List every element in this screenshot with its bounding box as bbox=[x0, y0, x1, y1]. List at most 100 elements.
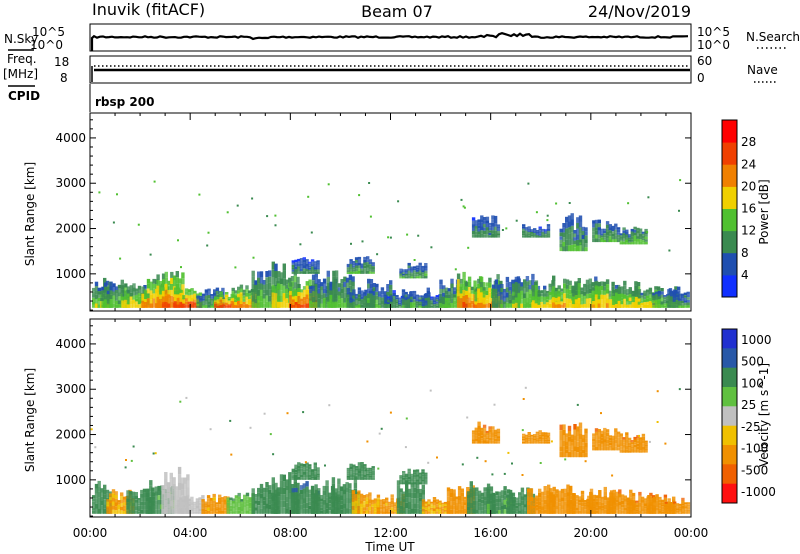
heatmap-cell bbox=[262, 492, 266, 497]
heatmap-cell bbox=[418, 299, 422, 302]
heatmap-cell bbox=[268, 282, 272, 290]
heatmap-cell bbox=[348, 280, 353, 286]
heatmap-cell bbox=[121, 304, 125, 308]
heatmap-cell bbox=[547, 509, 551, 514]
heatmap-cell bbox=[546, 224, 551, 227]
heatmap-cell bbox=[629, 506, 634, 510]
heatmap-cell bbox=[612, 493, 616, 498]
heatmap-cell bbox=[120, 503, 124, 507]
heatmap-cell bbox=[522, 228, 526, 231]
heatmap-cell bbox=[643, 296, 647, 300]
heatmap-cell bbox=[299, 466, 304, 469]
heatmap-cell bbox=[279, 487, 284, 495]
scatter-cell bbox=[307, 195, 310, 198]
heatmap-cell bbox=[141, 290, 145, 294]
heatmap-cell bbox=[126, 297, 131, 301]
heatmap-cell bbox=[415, 476, 420, 480]
heatmap-cell bbox=[121, 289, 125, 293]
heatmap-cell bbox=[655, 494, 659, 498]
heatmap-cell bbox=[485, 282, 489, 287]
heatmap-cell bbox=[562, 237, 566, 242]
heatmap-cell bbox=[479, 276, 484, 282]
heatmap-cell bbox=[515, 502, 519, 506]
heatmap-cell bbox=[634, 296, 639, 301]
heatmap-cell bbox=[439, 284, 443, 289]
heatmap-cell bbox=[404, 272, 409, 274]
heatmap-cell bbox=[592, 220, 596, 224]
heatmap-cell bbox=[546, 233, 551, 236]
heatmap-cell bbox=[622, 437, 626, 440]
heatmap-cell bbox=[614, 443, 618, 447]
heatmap-cell bbox=[285, 485, 289, 491]
heatmap-cell bbox=[300, 295, 304, 299]
heatmap-cell bbox=[207, 291, 211, 295]
heatmap-cell bbox=[439, 303, 443, 308]
heatmap-cell bbox=[424, 509, 428, 512]
heatmap-cell bbox=[166, 498, 171, 504]
heatmap-cell bbox=[396, 508, 401, 514]
heatmap-cell bbox=[349, 271, 353, 274]
heatmap-cell bbox=[390, 494, 394, 498]
heatmap-cell bbox=[92, 510, 96, 514]
heatmap-cell bbox=[594, 276, 598, 282]
heatmap-cell bbox=[308, 493, 312, 498]
heatmap-cell bbox=[479, 287, 484, 293]
heatmap-cell bbox=[670, 293, 674, 297]
heatmap-cell bbox=[658, 511, 662, 514]
heatmap-cell bbox=[105, 489, 110, 494]
heatmap-cell bbox=[149, 290, 153, 295]
heatmap-cell bbox=[612, 304, 616, 308]
heatmap-cell bbox=[300, 289, 304, 293]
heatmap-cell bbox=[424, 293, 428, 296]
heatmap-cell bbox=[316, 475, 320, 478]
heatmap-cell bbox=[404, 477, 409, 480]
heatmap-cell bbox=[161, 296, 166, 303]
heatmap-cell bbox=[254, 510, 258, 514]
heatmap-cell bbox=[349, 259, 353, 262]
heatmap-cell bbox=[360, 473, 364, 477]
heatmap-cell bbox=[399, 482, 403, 485]
heatmap-cell bbox=[562, 424, 566, 430]
heatmap-cell bbox=[316, 271, 320, 274]
heatmap-cell bbox=[320, 299, 324, 304]
heatmap-cell bbox=[387, 505, 392, 508]
heatmap-cell bbox=[540, 304, 544, 308]
heatmap-cell bbox=[533, 236, 537, 238]
heatmap-cell bbox=[282, 270, 286, 279]
heatmap-cell bbox=[672, 496, 676, 500]
heatmap-cell bbox=[371, 468, 375, 471]
heatmap-cell bbox=[563, 298, 567, 303]
heatmap-cell bbox=[518, 506, 522, 511]
heatmap-cell bbox=[616, 232, 621, 235]
heatmap-cell bbox=[140, 501, 144, 506]
heatmap-cell bbox=[311, 493, 315, 497]
heatmap-cell bbox=[603, 427, 607, 432]
heatmap-cell bbox=[517, 302, 521, 308]
heatmap-cell bbox=[402, 475, 406, 478]
heatmap-cell bbox=[633, 229, 637, 233]
heatmap-cell bbox=[452, 497, 456, 502]
heatmap-cell bbox=[234, 304, 238, 308]
heatmap-cell bbox=[664, 507, 669, 510]
heatmap-cell bbox=[418, 497, 423, 502]
heatmap-cell bbox=[313, 471, 317, 475]
heatmap-cell bbox=[580, 290, 584, 295]
heatmap-cell bbox=[538, 228, 542, 231]
heatmap-cell bbox=[421, 479, 425, 482]
heatmap-cell bbox=[427, 504, 431, 507]
heatmap-cell bbox=[471, 230, 476, 235]
heatmap-cell bbox=[398, 306, 402, 308]
heatmap-cell bbox=[581, 226, 585, 231]
heatmap-cell bbox=[245, 300, 249, 305]
heatmap-cell bbox=[512, 295, 516, 300]
heatmap-cell bbox=[567, 215, 572, 222]
heatmap-cell bbox=[243, 504, 247, 508]
heatmap-cell bbox=[518, 492, 522, 496]
heatmap-cell bbox=[570, 445, 574, 450]
scatter-cell bbox=[185, 396, 188, 399]
heatmap-cell bbox=[257, 277, 261, 284]
heatmap-cell bbox=[540, 290, 544, 294]
heatmap-cell bbox=[395, 299, 399, 302]
heatmap-cell bbox=[305, 290, 309, 295]
heatmap-cell bbox=[137, 285, 142, 290]
